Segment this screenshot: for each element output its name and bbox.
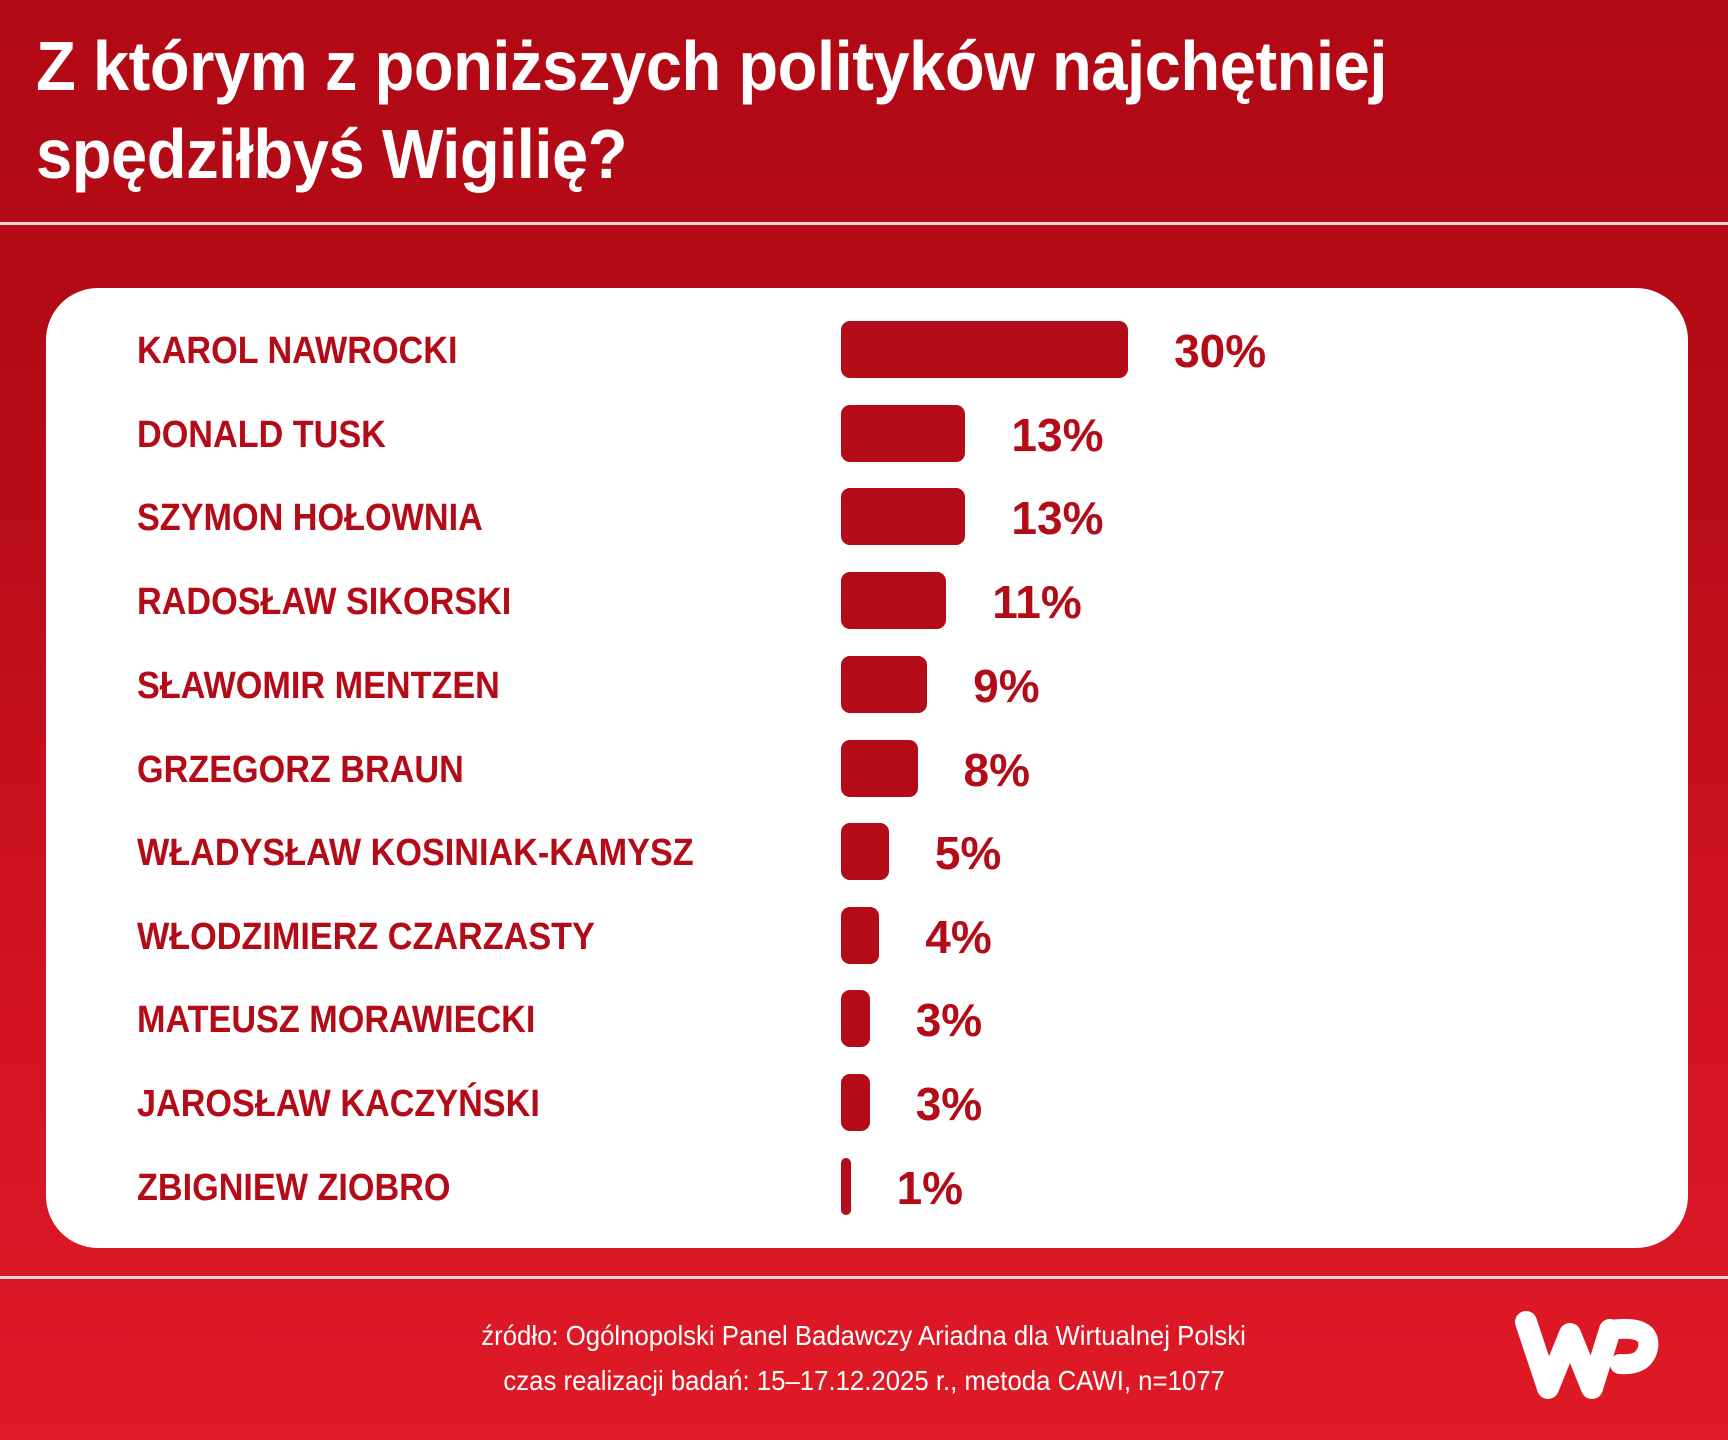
bar-label: WŁODZIMIERZ CZARZASTY bbox=[137, 916, 595, 958]
method-text: czas realizacji badań: 15–17.12.2025 r.,… bbox=[503, 1365, 1225, 1396]
bar-row: WŁADYSŁAW KOSINIAK-KAMYSZ 5% bbox=[46, 823, 1688, 883]
bar-value: 13% bbox=[1011, 409, 1104, 461]
bar-label: DONALD TUSK bbox=[137, 414, 386, 456]
source-text: źródło: Ogólnopolski Panel Badawczy Aria… bbox=[481, 1320, 1247, 1351]
bar bbox=[841, 907, 880, 964]
footer-divider bbox=[0, 1276, 1728, 1279]
bar-value: 3% bbox=[915, 1078, 983, 1130]
chart-title-line-1: Z którym z poniższych polityków najchętn… bbox=[36, 27, 1387, 105]
bar-row: SŁAWOMIR MENTZEN 9% bbox=[46, 656, 1688, 716]
bar-row: WŁODZIMIERZ CZARZASTY 4% bbox=[46, 907, 1688, 967]
bar bbox=[841, 405, 966, 462]
bar-label: MATEUSZ MORAWIECKI bbox=[137, 999, 536, 1041]
chart-title-line-2: spędziłbyś Wigilię? bbox=[36, 115, 628, 193]
chart-card: KAROL NAWROCKI 30% DONALD TUSK 13% SZYMO… bbox=[46, 288, 1688, 1248]
bar-row: KAROL NAWROCKI 30% bbox=[46, 321, 1688, 381]
bar bbox=[841, 740, 918, 797]
bar bbox=[841, 572, 947, 629]
bar-row: GRZEGORZ BRAUN 8% bbox=[46, 740, 1688, 800]
bar-label: RADOSŁAW SIKORSKI bbox=[137, 581, 512, 623]
bar-value: 30% bbox=[1174, 325, 1267, 377]
bar-row: JAROSŁAW KACZYŃSKI 3% bbox=[46, 1074, 1688, 1134]
source-note: źródło: Ogólnopolski Panel Badawczy Aria… bbox=[0, 1318, 1728, 1354]
bar-value: 8% bbox=[963, 744, 1031, 796]
bar bbox=[841, 656, 928, 713]
bar-label: KAROL NAWROCKI bbox=[137, 330, 458, 372]
bar-value: 3% bbox=[915, 994, 983, 1046]
header-divider bbox=[0, 222, 1728, 225]
bar bbox=[841, 488, 966, 545]
bar-row: RADOSŁAW SIKORSKI 11% bbox=[46, 572, 1688, 632]
bar-value: 1% bbox=[896, 1162, 964, 1214]
method-note: czas realizacji badań: 15–17.12.2025 r.,… bbox=[0, 1363, 1728, 1399]
bar-label: WŁADYSŁAW KOSINIAK-KAMYSZ bbox=[137, 832, 694, 874]
wp-logo-icon bbox=[1515, 1311, 1659, 1399]
bar-value: 11% bbox=[992, 576, 1082, 628]
bar-label: SZYMON HOŁOWNIA bbox=[137, 497, 483, 539]
bar-row: SZYMON HOŁOWNIA 13% bbox=[46, 488, 1688, 548]
bar bbox=[841, 1074, 870, 1131]
bar-label: ZBIGNIEW ZIOBRO bbox=[137, 1167, 451, 1209]
bar bbox=[841, 823, 889, 880]
bar-value: 13% bbox=[1011, 492, 1104, 544]
bar-row: ZBIGNIEW ZIOBRO 1% bbox=[46, 1158, 1688, 1218]
bar-label: GRZEGORZ BRAUN bbox=[137, 749, 464, 791]
bar-value: 9% bbox=[973, 660, 1040, 712]
bar-label: JAROSŁAW KACZYŃSKI bbox=[137, 1083, 540, 1125]
bar bbox=[841, 990, 870, 1047]
bar-value: 4% bbox=[925, 911, 992, 963]
bar-value: 5% bbox=[934, 827, 1002, 879]
bar bbox=[841, 1158, 851, 1215]
chart-title: Z którym z poniższych polityków najchętn… bbox=[36, 22, 1580, 198]
bar bbox=[841, 321, 1129, 378]
bar-label: SŁAWOMIR MENTZEN bbox=[137, 665, 500, 707]
bar-row: MATEUSZ MORAWIECKI 3% bbox=[46, 990, 1688, 1050]
bar-row: DONALD TUSK 13% bbox=[46, 405, 1688, 465]
